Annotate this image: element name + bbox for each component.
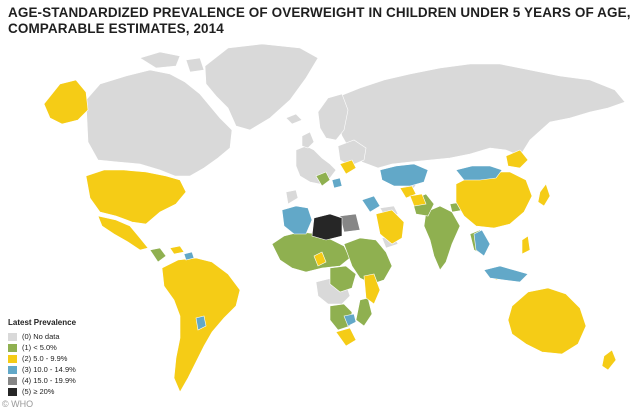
region-china — [455, 171, 533, 229]
legend: Latest Prevalence (0) No data (1) < 5.0% (… — [8, 318, 168, 397]
region-bolivia-paraguay — [195, 315, 207, 331]
region-central-america — [149, 247, 167, 263]
region-egypt — [339, 213, 361, 233]
map-title-line-1: AGE-STANDARDIZED PREVALENCE OF OVERWEIGH… — [8, 5, 631, 20]
legend-item: (3) 10.0 - 14.9% — [8, 364, 168, 375]
region-scandinavia — [317, 93, 349, 141]
legend-swatch — [8, 354, 17, 363]
region-mongolia-east-yellow — [505, 149, 529, 169]
legend-label: (5) ≥ 20% — [22, 387, 55, 396]
region-central-asia-yellow — [399, 185, 417, 199]
map-title: AGE-STANDARDIZED PREVALENCE OF OVERWEIGH… — [8, 5, 631, 37]
region-west-africa — [271, 231, 351, 273]
region-russia — [335, 63, 626, 169]
region-libya — [311, 213, 343, 241]
region-north-africa-blue — [281, 205, 313, 235]
region-india — [423, 205, 461, 271]
region-alaska — [43, 79, 89, 125]
region-mongolia — [455, 165, 503, 181]
region-canada — [85, 69, 233, 177]
legend-label: (2) 5.0 - 9.9% — [22, 354, 68, 363]
legend-title: Latest Prevalence — [8, 318, 77, 327]
region-central-africa-green — [329, 265, 357, 293]
legend-swatch — [8, 387, 17, 396]
region-usa — [85, 169, 187, 225]
region-balkans-blue — [331, 177, 343, 189]
region-indonesia-blue — [483, 265, 529, 283]
region-southeast-africa-green — [329, 303, 353, 331]
region-iran-yellow — [409, 193, 427, 207]
region-sahel-east — [343, 237, 393, 285]
region-new-zealand — [601, 349, 617, 371]
region-southern-africa-blue — [343, 313, 357, 327]
region-mexico — [97, 215, 149, 251]
region-uk — [301, 131, 315, 149]
region-iceland — [285, 113, 303, 125]
region-europe-green — [315, 171, 331, 187]
region-caribbean-blue — [183, 251, 195, 261]
legend-item: (4) 15.0 - 19.9% — [8, 375, 168, 386]
region-east-africa-yellow — [363, 273, 381, 305]
region-western-europe — [295, 145, 337, 185]
legend-label: (0) No data — [22, 332, 60, 341]
legend-item: (2) 5.0 - 9.9% — [8, 353, 168, 364]
region-saudi-arabia — [375, 209, 405, 245]
region-philippines — [521, 235, 531, 255]
region-caribbean — [169, 245, 185, 255]
credit-text: © WHO — [2, 399, 34, 409]
region-greenland — [204, 43, 319, 131]
legend-item: (1) < 5.0% — [8, 342, 168, 353]
region-eastern-europe-yellow — [339, 159, 357, 175]
region-kazakhstan — [379, 163, 429, 187]
legend-label: (1) < 5.0% — [22, 343, 57, 352]
legend-label: (3) 10.0 - 14.9% — [22, 365, 76, 374]
region-arctic-islands — [139, 51, 181, 69]
legend-swatch — [8, 365, 17, 374]
legend-swatch — [8, 376, 17, 385]
region-middle-east-blue — [361, 195, 381, 213]
legend-item: (0) No data — [8, 331, 168, 342]
legend-swatch — [8, 332, 17, 341]
legend-label: (4) 15.0 - 19.9% — [22, 376, 76, 385]
region-southeast-asia-blue — [473, 229, 491, 257]
map-title-line-2: COMPARABLE ESTIMATES, 2014 — [8, 21, 224, 36]
region-mozambique — [355, 297, 373, 327]
region-japan — [537, 183, 551, 207]
region-southern-africa-yellow — [335, 327, 357, 347]
region-west-africa-yellow — [313, 251, 327, 267]
legend-item: (5) ≥ 20% — [8, 386, 168, 397]
legend-swatch — [8, 343, 17, 352]
region-australia — [507, 287, 587, 355]
